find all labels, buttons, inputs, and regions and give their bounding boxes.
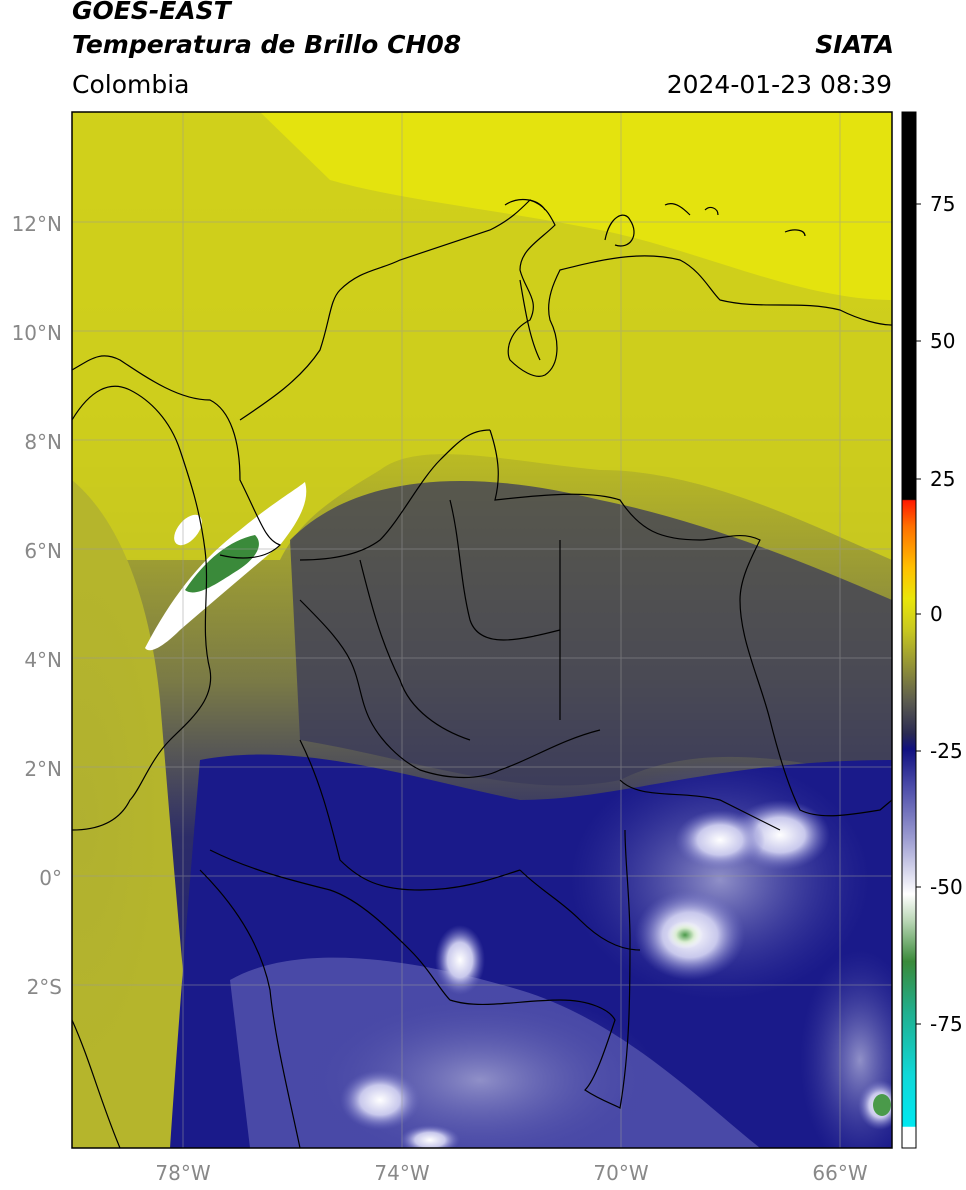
lat-label: 6°N <box>24 539 62 563</box>
latitude-labels: 12°N 10°N 8°N 6°N 4°N 2°N 0° 2°S <box>12 212 62 999</box>
map-imagery <box>72 112 892 1148</box>
colorbar-tick-label: -25 <box>930 739 963 763</box>
lon-label: 74°W <box>374 1161 429 1185</box>
lon-label: 70°W <box>593 1161 648 1185</box>
region-label: Colombia <box>72 70 190 99</box>
product-title: Temperatura de Brillo CH08 <box>72 30 462 59</box>
satellite-title: GOES-EAST <box>72 0 231 25</box>
colorbar: 75 50 25 0 -25 -50 -75 <box>901 111 963 1149</box>
colorbar-tick-label: -50 <box>930 875 963 899</box>
lat-label: 10°N <box>12 321 62 345</box>
lon-label: 78°W <box>155 1161 210 1185</box>
colorbar-scale <box>901 111 917 1149</box>
lon-label: 66°W <box>812 1161 867 1185</box>
colorbar-tick-label: 75 <box>930 192 955 216</box>
colorbar-tick-label: 25 <box>930 467 955 491</box>
map-frame <box>71 111 893 1149</box>
lat-label: 0° <box>39 866 62 890</box>
longitude-labels: 78°W 74°W 70°W 66°W <box>155 1161 867 1185</box>
map-gridlines <box>72 112 892 1148</box>
colorbar-tick-label: 50 <box>930 329 955 353</box>
lat-label: 8°N <box>24 430 62 454</box>
lat-label: 2°N <box>24 757 62 781</box>
borders-coastlines <box>72 198 892 1148</box>
lat-label: 4°N <box>24 648 62 672</box>
datetime-label: 2024-01-23 08:39 <box>666 70 892 99</box>
lat-label: 2°S <box>27 975 62 999</box>
colorbar-tick-label: -75 <box>930 1012 963 1036</box>
colorbar-tick-label: 0 <box>930 602 943 626</box>
lat-label: 12°N <box>12 212 62 236</box>
brand-label: SIATA <box>815 30 894 59</box>
